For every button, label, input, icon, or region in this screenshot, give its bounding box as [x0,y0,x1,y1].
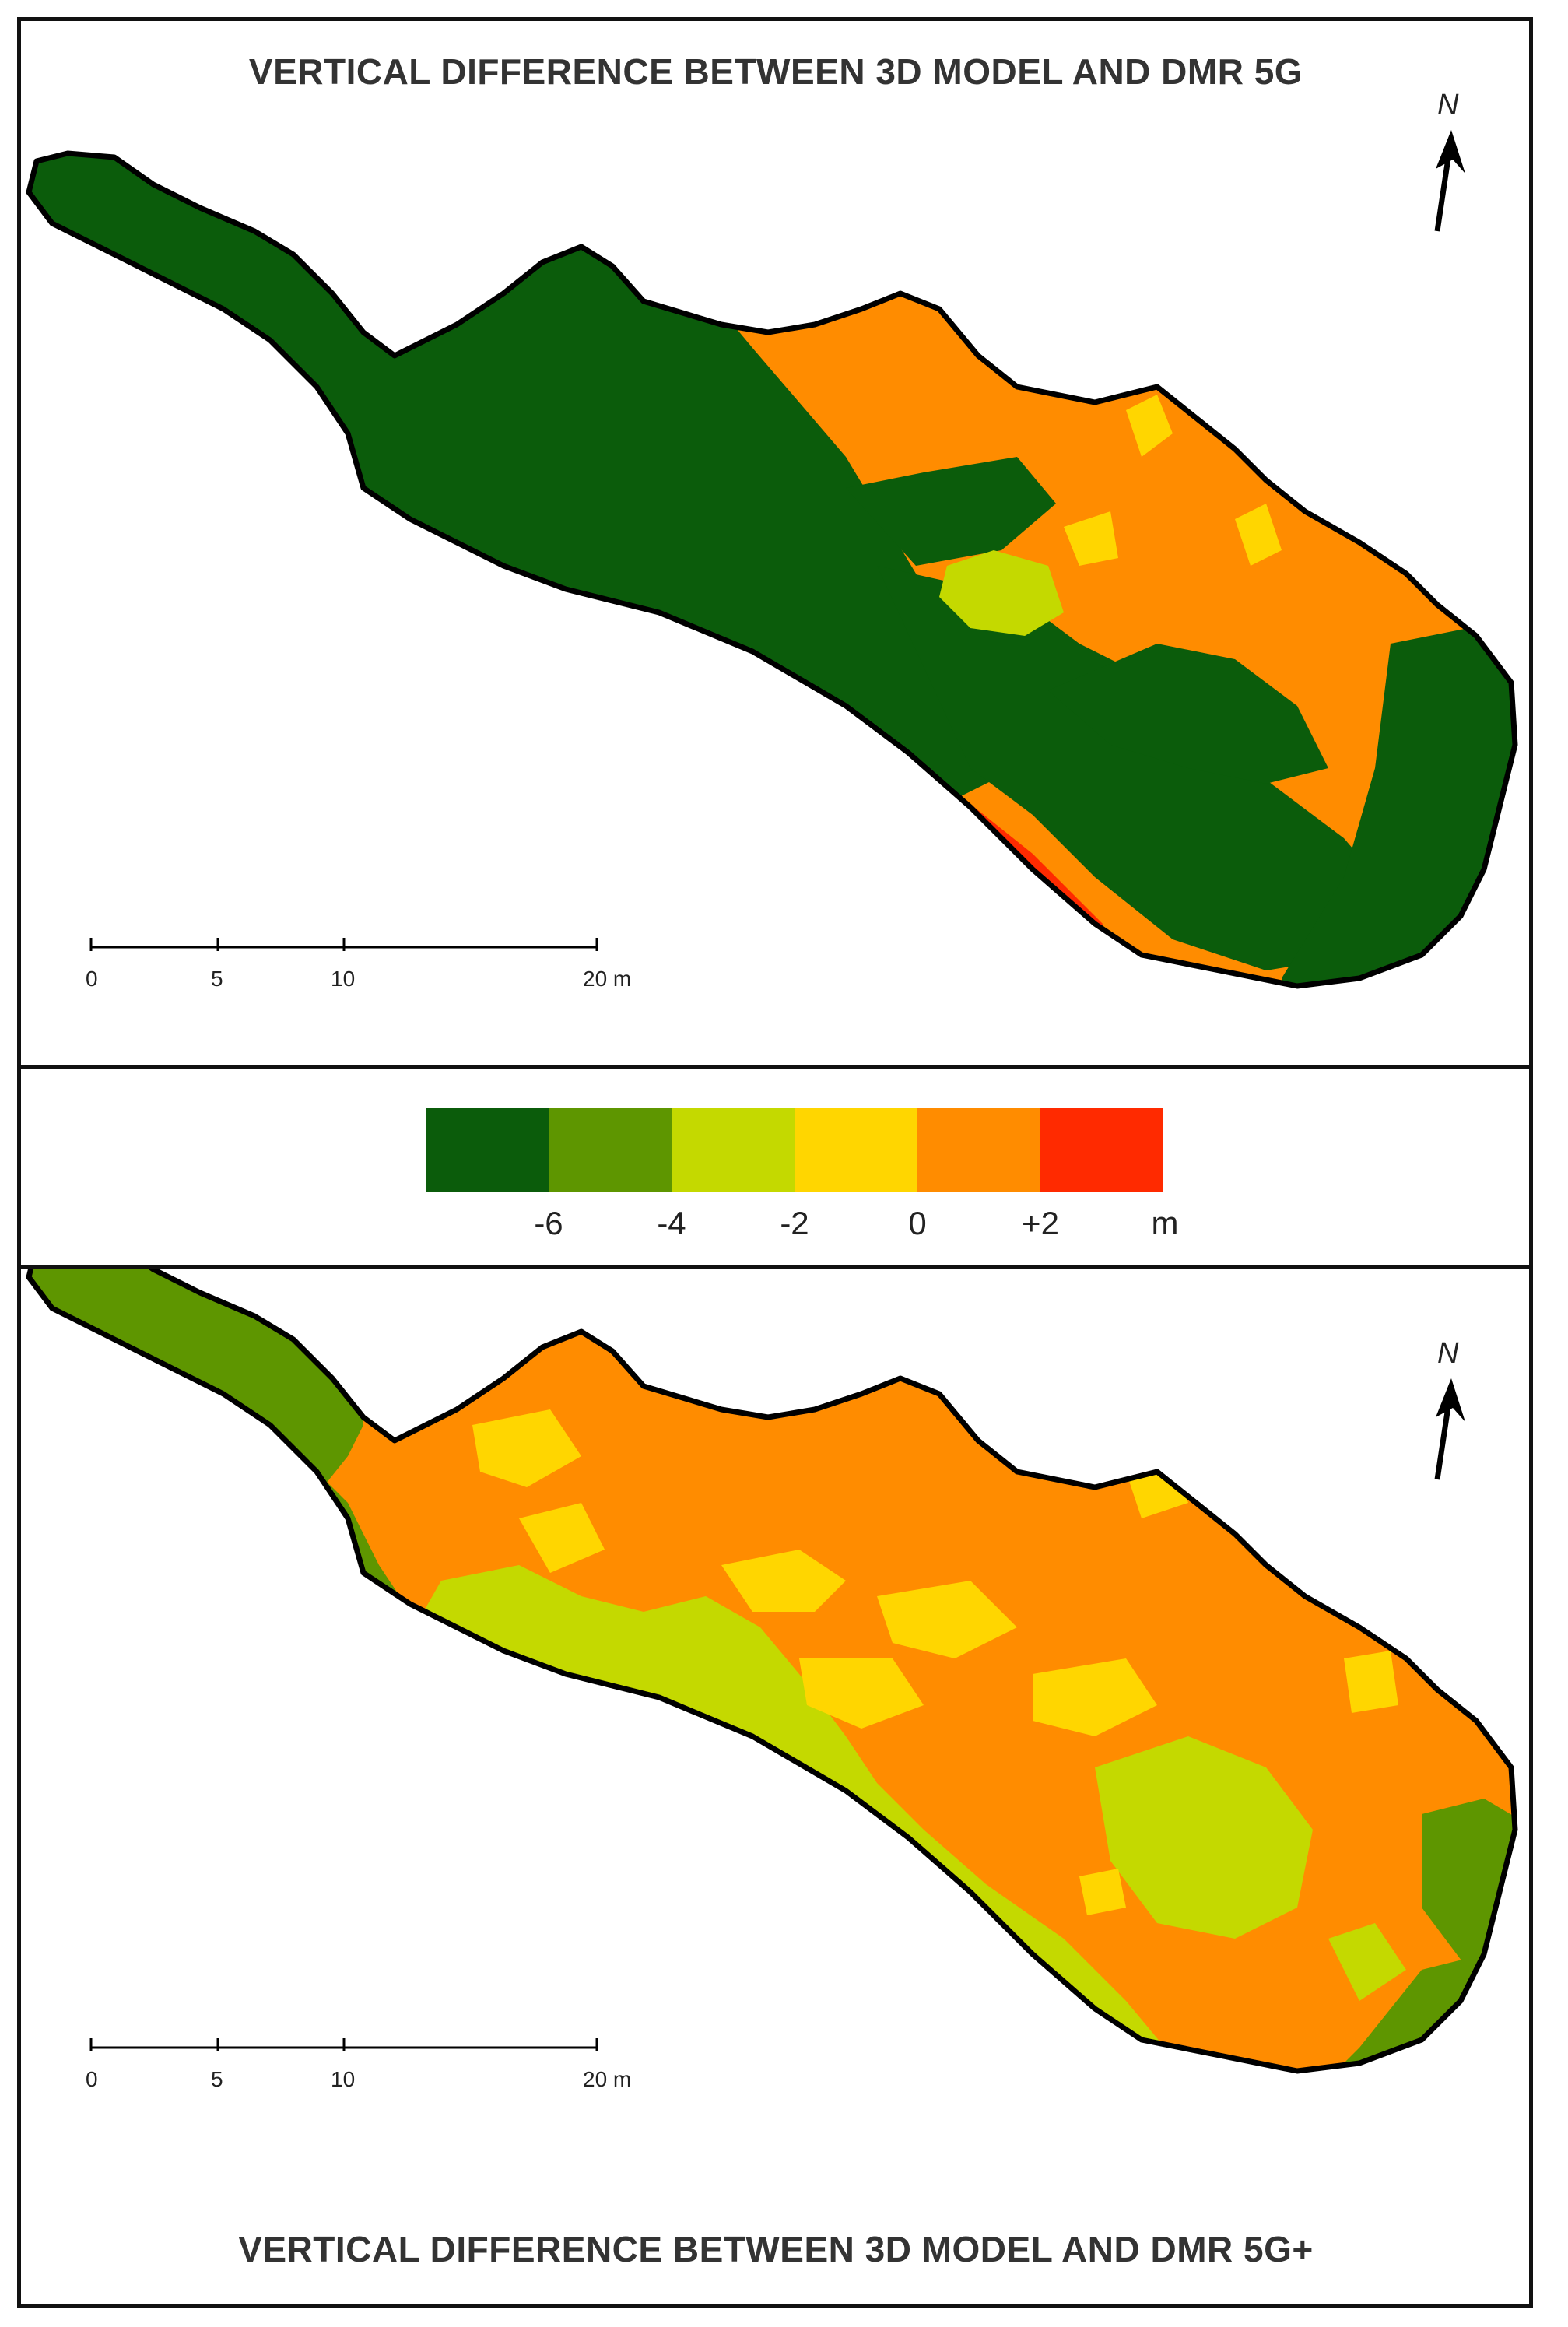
scale-label-10: 10 [331,2067,355,2091]
scale-label-5: 5 [211,2067,223,2091]
legend-tick-minus6: -6 [534,1205,563,1241]
scale-label-10: 10 [331,967,355,991]
zone-0 [519,1503,605,1573]
zone-0 [1064,511,1118,566]
north-label: N [1437,89,1459,121]
zone-minus6-patch [877,566,1391,970]
scale-label-0: 0 [86,967,98,991]
legend-swatch [426,1108,549,1192]
map-title-5g: VERTICAL DIFFERENCE BETWEEN 3D MODEL AND… [248,51,1303,92]
north-arrow-head-icon [1436,130,1465,174]
zone-0 [721,1550,846,1612]
zone-0 [1001,947,1079,986]
legend-tick-minus2: -2 [780,1205,809,1241]
difference-raster-5g [29,153,1515,986]
legend-unit: m [1152,1205,1179,1241]
zone-0 [1079,1869,1126,1915]
legend-swatch [795,1108,917,1192]
zone-minus2-0 [1095,1736,1313,1939]
map-title-5g-plus: VERTICAL DIFFERENCE BETWEEN 3D MODEL AND… [238,2229,1314,2269]
map-5g-plus-svg: N 0 5 10 20 m [26,1269,1518,2091]
scale-bar-5g: 0 5 10 20 m [86,938,631,991]
legend-tick-minus4: -4 [657,1205,686,1241]
scale-bar-5g-plus: 0 5 10 20 m [86,2038,631,2091]
zone-0 [799,1658,924,1729]
legend-swatch [1040,1108,1163,1192]
zone-0 [877,1581,1017,1658]
study-area-outline-5g-plus [26,1269,1518,2074]
zone-minus6-patch [846,457,1056,566]
map-panel-5g-plus: VERTICAL DIFFERENCE BETWEEN 3D MODEL AND… [17,1265,1533,2308]
north-label: N [1437,1337,1459,1370]
legend-swatch [917,1108,1040,1192]
legend-svg: -6 -4 -2 0 +2 m [426,1108,1179,1241]
zone-plus0-2 [29,1269,1515,2071]
north-arrow-head-icon [1436,1378,1465,1422]
zone-plus2 [869,1939,978,2024]
zone-0 [1235,504,1282,566]
scale-label-5: 5 [211,967,223,991]
zone-0 [1033,1658,1157,1736]
legend-swatch [672,1108,795,1192]
difference-raster-5g-plus [29,1269,1515,2071]
scale-label-0: 0 [86,2067,98,2091]
scale-label-20m: 20 m [583,2067,631,2091]
legend-panel: -6 -4 -2 0 +2 m [17,1065,1533,1271]
zone-minus2-0 [1328,1923,1406,2001]
zone-minus2-0 [939,550,1064,636]
zone-0 [472,1409,581,1487]
map-5g-svg: N 0 5 10 20 m [26,89,1518,991]
zone-0 [1126,395,1173,457]
north-arrow-5g: N [1434,89,1465,232]
legend-swatch [549,1108,672,1192]
zone-minus4-2 [29,1269,363,1534]
legend-tick-plus2: +2 [1022,1205,1059,1241]
legend-tick-0: 0 [908,1205,926,1241]
north-arrow-5g-plus: N [1434,1337,1465,1480]
zone-0 [1344,1651,1398,1713]
zone-minus6-patch [1048,644,1328,784]
map-panel-5g: VERTICAL DIFFERENCE BETWEEN 3D MODEL AND… [17,17,1533,1071]
study-area-outline-5g [26,150,1518,989]
scale-label-20m: 20 m [583,967,631,991]
legend-color-ramp [426,1108,1163,1192]
